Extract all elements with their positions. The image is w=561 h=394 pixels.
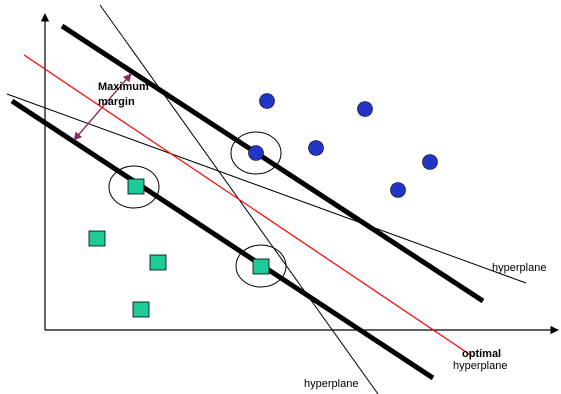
square-point [88, 230, 106, 247]
margin-label-line1: Maximum [98, 81, 149, 93]
hyperplane-label-bottom: hyperplane [304, 378, 358, 390]
margin-boundary-lower [10, 98, 435, 381]
circle-point [357, 101, 373, 117]
alt-hyperplane-shallow [6, 93, 527, 284]
support-vector-ring [108, 165, 160, 209]
support-vector-ring [230, 131, 282, 175]
circle-point [422, 154, 438, 170]
square-point [127, 178, 145, 195]
margin-label-line2: margin [98, 96, 135, 108]
optimal-label: optimal [462, 348, 501, 360]
circle-point [308, 140, 324, 156]
square-point [132, 301, 150, 318]
hyperplane-label-right: hyperplane [492, 262, 546, 274]
optimal-hyperplane-label: hyperplane [453, 360, 507, 372]
circle-point [248, 145, 264, 161]
optimal-hyperplane-line [23, 54, 473, 357]
support-vector-ring [235, 244, 287, 288]
square-point [149, 254, 167, 271]
margin-arrow [73, 73, 132, 141]
circle-point [259, 93, 275, 109]
circle-point [390, 182, 406, 198]
square-point [252, 258, 270, 275]
margin-boundary-upper [60, 23, 485, 304]
